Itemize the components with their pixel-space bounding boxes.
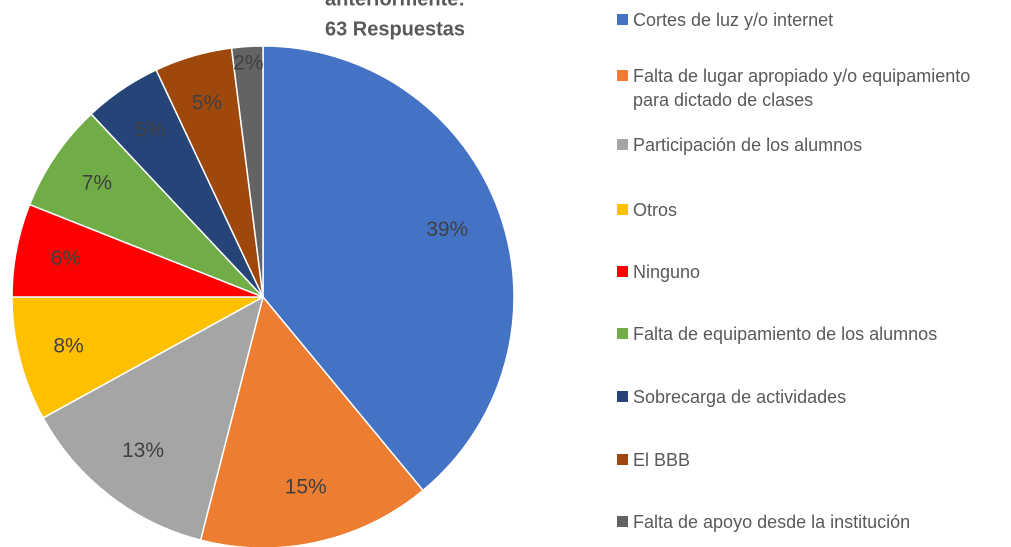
legend-swatch xyxy=(617,266,628,277)
legend-swatch xyxy=(617,14,628,25)
pie-slice xyxy=(199,295,425,547)
legend-swatch xyxy=(617,516,628,527)
pie-slice xyxy=(11,296,264,419)
legend-item: Falta de equipamiento de los alumnos xyxy=(617,322,1005,346)
legend-item: Sobrecarga de actividades xyxy=(617,385,1005,409)
legend-swatch xyxy=(617,139,628,150)
legend-item: Cortes de luz y/o internet xyxy=(617,8,1005,32)
pie-slice xyxy=(230,45,264,298)
legend-swatch xyxy=(617,454,628,465)
pie-slice xyxy=(262,45,515,492)
pie-slice xyxy=(42,295,265,542)
legend-label: Falta de equipamiento de los alumnos xyxy=(633,324,938,344)
legend-item: Participación de los alumnos xyxy=(617,133,1005,157)
chart-title: anteriormente: xyxy=(325,0,465,10)
chart-title: 63 Respuestas xyxy=(325,18,465,40)
legend-label: El BBB xyxy=(633,450,691,470)
legend-item: Falta de lugar apropiado y/o equipamient… xyxy=(617,64,1005,112)
legend-label: Otros xyxy=(633,200,678,220)
legend-label: Participación de los alumnos xyxy=(633,135,863,155)
data-label: 6% xyxy=(51,247,81,270)
legend-item: Otros xyxy=(617,198,1005,222)
data-label: 5% xyxy=(135,118,165,141)
data-label: 8% xyxy=(53,334,83,357)
legend-label: Cortes de luz y/o internet xyxy=(633,10,834,30)
legend-item: Falta de apoyo desde la institución xyxy=(617,510,1005,534)
legend-swatch xyxy=(617,328,628,339)
legend-swatch xyxy=(617,391,628,402)
legend-swatch xyxy=(617,70,628,81)
data-label: 39% xyxy=(426,218,468,241)
legend-label: Sobrecarga de actividades xyxy=(633,387,847,407)
legend-item: El BBB xyxy=(617,448,1005,472)
data-label: 13% xyxy=(122,439,164,462)
legend-label: Falta de apoyo desde la institución xyxy=(633,512,911,532)
data-label: 5% xyxy=(192,92,222,115)
legend-swatch xyxy=(617,204,628,215)
legend-label: Falta de lugar apropiado y/o equipamient… xyxy=(633,66,971,110)
data-label: 2% xyxy=(233,52,263,75)
legend-label: Ninguno xyxy=(633,262,701,282)
legend-item: Ninguno xyxy=(617,260,1005,284)
data-label: 15% xyxy=(285,476,327,499)
pie-slice xyxy=(28,112,264,298)
data-label: 7% xyxy=(82,172,112,195)
